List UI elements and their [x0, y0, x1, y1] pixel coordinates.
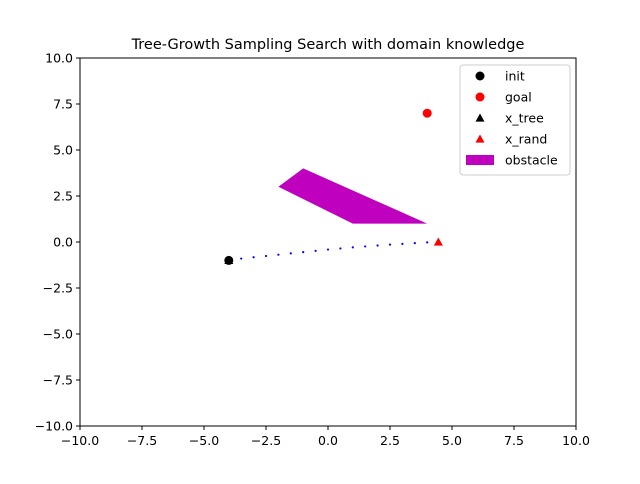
path-point	[339, 247, 342, 250]
obstacle-layer	[278, 168, 428, 224]
x-tick-label: 10.0	[562, 433, 590, 448]
y-tick-label: 0.0	[53, 235, 73, 250]
path-point	[426, 241, 429, 244]
y-tick-label: 7.5	[53, 97, 73, 112]
legend-label-init: init	[505, 69, 525, 84]
path-point	[289, 252, 292, 255]
path-point	[240, 257, 243, 260]
y-tick-label: −5.0	[43, 327, 73, 342]
legend-label-obstacle: obstacle	[505, 153, 558, 168]
legend-box	[459, 64, 571, 176]
y-tick-label: 5.0	[53, 143, 73, 158]
goal-marker	[422, 108, 432, 118]
path-point	[326, 248, 330, 251]
legend-marker-goal	[475, 92, 485, 102]
marker-layer	[224, 108, 443, 265]
x-axis-ticks: −10.0 −7.5 −5.0 −2.5 0.0 2.5 5.0 7.5 10.0	[61, 426, 590, 448]
x-tick-label: 0.0	[318, 433, 338, 448]
path-point	[277, 253, 280, 256]
legend-marker-obstacle	[466, 155, 494, 165]
path-point	[302, 251, 305, 254]
y-tick-label: −2.5	[43, 281, 73, 296]
legend-marker-x_tree	[475, 113, 485, 122]
x-rand-marker	[433, 237, 443, 246]
path-point	[413, 242, 416, 245]
path-layer	[240, 241, 429, 260]
init-marker	[224, 255, 234, 265]
path-point	[351, 246, 354, 249]
path-point	[364, 245, 367, 248]
x-tick-label: −10.0	[61, 433, 99, 448]
y-tick-label: 2.5	[53, 189, 73, 204]
legend-label-x_rand: x_rand	[505, 132, 547, 147]
y-tick-label: −10.0	[35, 419, 73, 434]
path-point	[401, 242, 404, 245]
legend-label-x_tree: x_tree	[505, 111, 544, 126]
legend-marker-x_rand	[475, 134, 485, 143]
y-tick-label: 10.0	[45, 51, 73, 66]
x-tick-label: −2.5	[251, 433, 281, 448]
obstacle-polygon	[278, 168, 428, 224]
x-tick-label: 5.0	[442, 433, 462, 448]
x-tick-label: −7.5	[127, 433, 157, 448]
x-tick-label: 7.5	[504, 433, 524, 448]
legend-label-goal: goal	[505, 90, 532, 105]
path-point	[252, 256, 255, 259]
legend: init goal x_tree x_rand obstacle	[459, 64, 571, 176]
path-point	[388, 243, 392, 246]
path-point	[264, 254, 268, 258]
path-point	[314, 249, 317, 252]
y-tick-label: −7.5	[43, 373, 73, 388]
x-tick-label: −5.0	[189, 433, 219, 448]
x-tick-label: 2.5	[380, 433, 400, 448]
legend-marker-init	[475, 71, 485, 81]
y-axis-ticks: −10.0 −7.5 −5.0 −2.5 0.0 2.5 5.0 7.5 10.0	[35, 51, 80, 434]
chart-title: Tree-Growth Sampling Search with domain …	[131, 37, 525, 53]
path-point	[376, 244, 379, 247]
